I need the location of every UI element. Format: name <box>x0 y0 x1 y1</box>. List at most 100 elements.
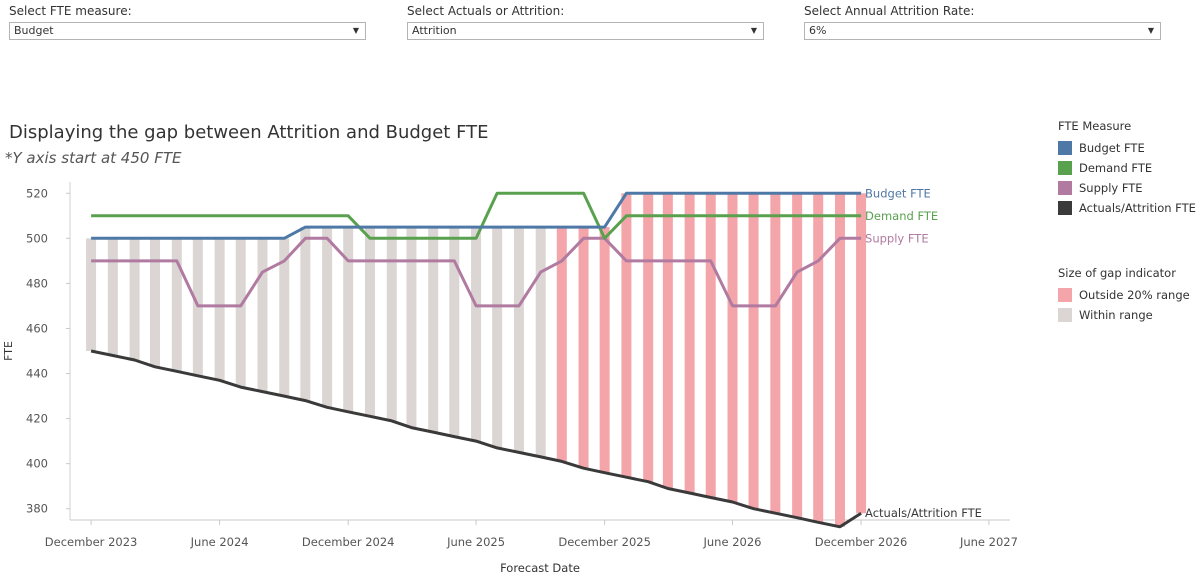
legend-item-actuals-attrition[interactable]: Actuals/Attrition FTE <box>1058 198 1196 218</box>
y-tick-label: 460 <box>26 321 48 335</box>
x-tick-label: December 2024 <box>302 535 395 549</box>
gap-bar <box>129 238 140 361</box>
gap-bar <box>662 193 673 489</box>
y-tick-label: 440 <box>26 367 48 381</box>
y-axis-title: FTE <box>2 341 15 361</box>
legend-item-budget[interactable]: Budget FTE <box>1058 138 1196 158</box>
fte-measure-legend: FTE Measure Budget FTE Demand FTE Supply… <box>1058 119 1196 218</box>
legend-swatch-within-range <box>1058 308 1072 322</box>
end-label: Budget FTE <box>865 186 931 200</box>
y-tick-label: 500 <box>26 231 48 245</box>
y-tick-label: 380 <box>26 502 48 516</box>
series-line-budget-fte <box>91 191 862 240</box>
gap-bar <box>727 193 738 502</box>
series-line-demand-fte <box>91 191 862 240</box>
chevron-down-icon[interactable]: ▼ <box>750 26 757 35</box>
y-tick-label: 420 <box>26 412 48 426</box>
gap-bar <box>406 227 417 428</box>
gap-bar <box>107 238 118 356</box>
gap-bar <box>513 227 524 453</box>
end-label: Demand FTE <box>865 209 938 223</box>
series-line-actuals-attrition-fte <box>90 349 862 529</box>
x-tick-label: June 2027 <box>959 535 1018 549</box>
legend-label-outside-range: Outside 20% range <box>1079 288 1190 302</box>
chevron-down-icon[interactable]: ▼ <box>352 26 359 35</box>
gap-bar <box>856 193 867 514</box>
x-tick-label: December 2023 <box>45 535 138 549</box>
legend-label-actuals-attrition: Actuals/Attrition FTE <box>1079 201 1196 215</box>
legend-item-demand[interactable]: Demand FTE <box>1058 158 1196 178</box>
gap-bar <box>643 193 654 482</box>
end-label: Actuals/Attrition FTE <box>865 506 982 520</box>
legend-item-supply[interactable]: Supply FTE <box>1058 178 1196 198</box>
gap-bar <box>86 238 97 351</box>
gap-size-legend: Size of gap indicator Outside 20% range … <box>1058 266 1190 325</box>
gap-bar <box>386 227 397 421</box>
legend-swatch-budget <box>1058 141 1072 155</box>
gap-bar <box>684 193 695 493</box>
gap-bar <box>556 227 567 462</box>
legend-swatch-demand <box>1058 161 1072 175</box>
attrition-rate-dropdown[interactable]: 6% ▼ <box>804 22 1161 40</box>
filter-attrition-rate-label: Select Annual Attrition Rate: <box>804 4 975 18</box>
legend-swatch-outside-range <box>1058 288 1072 302</box>
actuals-attrition-value: Attrition <box>412 24 457 37</box>
legend-swatch-actuals-attrition <box>1058 201 1072 215</box>
x-tick-label: June 2026 <box>703 535 762 549</box>
y-tick-label: 480 <box>26 276 48 290</box>
actuals-attrition-dropdown[interactable]: Attrition ▼ <box>407 22 764 40</box>
legend-swatch-supply <box>1058 181 1072 195</box>
gap-bar <box>578 227 589 469</box>
legend-label-within-range: Within range <box>1079 308 1153 322</box>
legend-item-outside-range[interactable]: Outside 20% range <box>1058 285 1190 305</box>
gap-bar <box>235 238 246 388</box>
end-label: Supply FTE <box>865 231 929 245</box>
fte-measure-value: Budget <box>14 24 54 37</box>
gap-bar <box>214 238 225 381</box>
x-tick-label: December 2026 <box>815 535 908 549</box>
y-tick-label: 520 <box>26 186 48 200</box>
filter-fte-measure: Select FTE measure: Budget ▼ <box>9 4 366 40</box>
filter-actuals-attrition: Select Actuals or Attrition: Attrition ▼ <box>407 4 764 40</box>
x-tick-label: December 2025 <box>558 535 651 549</box>
filter-actuals-attrition-label: Select Actuals or Attrition: <box>407 4 565 18</box>
gap-bar <box>364 227 375 417</box>
chart-title: Displaying the gap between Attrition and… <box>9 122 489 143</box>
gap-bar <box>792 193 803 518</box>
gap-bar <box>535 227 546 457</box>
gap-bar <box>748 193 759 509</box>
filter-fte-measure-label: Select FTE measure: <box>9 4 132 18</box>
fte-measure-legend-title: FTE Measure <box>1058 119 1132 133</box>
legend-item-within-range[interactable]: Within range <box>1058 305 1190 325</box>
x-tick-label: June 2025 <box>446 535 505 549</box>
gap-bar <box>257 238 268 392</box>
series-line-supply-fte <box>91 236 862 308</box>
chart-subtitle: *Y axis start at 450 FTE <box>5 149 182 167</box>
x-axis-title: Forecast Date <box>500 561 580 575</box>
gap-bar <box>599 227 610 473</box>
gap-bar <box>705 193 716 498</box>
fte-measure-dropdown[interactable]: Budget ▼ <box>9 22 366 40</box>
gap-bar <box>834 193 845 527</box>
legend-label-budget: Budget FTE <box>1079 141 1145 155</box>
legend-label-supply: Supply FTE <box>1079 181 1143 195</box>
gap-bar <box>279 238 290 397</box>
gap-size-legend-title: Size of gap indicator <box>1058 266 1176 280</box>
gap-bar <box>621 193 632 478</box>
gap-bar <box>428 227 439 433</box>
gap-bar <box>300 227 311 401</box>
gap-bar <box>492 227 503 448</box>
gap-bar <box>471 227 482 442</box>
y-tick-label: 400 <box>26 457 48 471</box>
attrition-rate-value: 6% <box>809 24 827 37</box>
gap-bar <box>150 238 161 367</box>
gap-bar <box>770 193 781 514</box>
gap-bar <box>813 193 824 523</box>
filter-attrition-rate: Select Annual Attrition Rate: 6% ▼ <box>804 4 1161 40</box>
gap-bar <box>171 238 182 372</box>
gap-bar <box>322 227 333 408</box>
legend-label-demand: Demand FTE <box>1079 161 1153 175</box>
gap-bar <box>343 227 354 412</box>
chevron-down-icon[interactable]: ▼ <box>1147 26 1154 35</box>
